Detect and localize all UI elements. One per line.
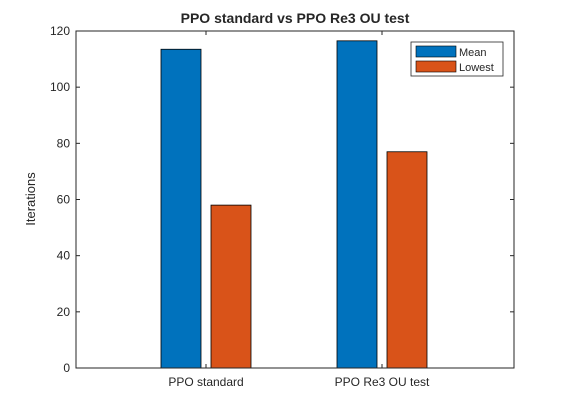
chart-title: PPO standard vs PPO Re3 OU test bbox=[181, 10, 410, 26]
y-tick-label: 60 bbox=[57, 193, 71, 207]
y-ticks-group: 0 20 40 60 80 100 120 bbox=[50, 24, 514, 375]
x-tick-label: PPO standard bbox=[168, 375, 243, 389]
bar-mean-1 bbox=[160, 48, 202, 369]
plot-box bbox=[75, 30, 515, 369]
bars-group bbox=[160, 40, 428, 369]
y-tick-label: 120 bbox=[50, 24, 70, 38]
legend-label-lowest: Lowest bbox=[459, 62, 494, 74]
y-axis-label: Iterations bbox=[23, 172, 38, 226]
bar-lowest-2 bbox=[386, 151, 428, 369]
legend-swatch-mean bbox=[415, 45, 457, 58]
x-tick-label: PPO Re3 OU test bbox=[335, 375, 430, 389]
bar-mean-2 bbox=[336, 40, 378, 369]
legend-swatch-lowest bbox=[415, 60, 457, 73]
x-ticks-group: PPO standard PPO Re3 OU test bbox=[168, 31, 430, 389]
y-tick-label: 40 bbox=[57, 249, 71, 263]
y-tick-label: 20 bbox=[57, 305, 71, 319]
y-tick-label: 80 bbox=[57, 136, 71, 150]
y-tick-label: 100 bbox=[50, 80, 70, 94]
bar-lowest-1 bbox=[210, 204, 252, 369]
y-tick-label: 0 bbox=[63, 361, 70, 375]
legend-label-mean: Mean bbox=[459, 47, 487, 59]
plot-area bbox=[76, 31, 514, 368]
legend: Mean Lowest bbox=[410, 41, 504, 77]
